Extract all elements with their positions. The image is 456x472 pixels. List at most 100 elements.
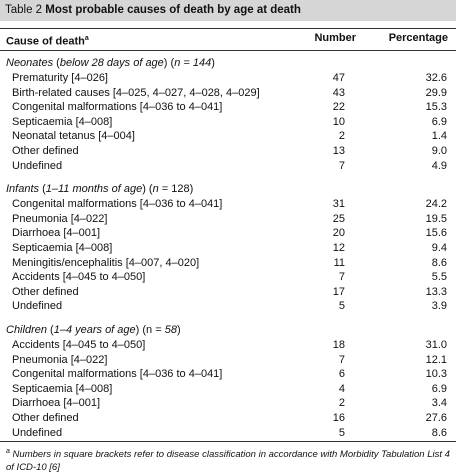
heading-part: (: [46, 324, 54, 336]
cause: Pneumonia [4–022]: [12, 353, 108, 366]
percentage: 5.5: [431, 271, 447, 284]
number: 16: [332, 412, 345, 424]
cause: Accidents [4–045 to 4–050]: [12, 271, 146, 284]
cause: Undefined: [12, 300, 63, 313]
header-percentage: Percentage: [388, 32, 448, 44]
heading-part: 1–4 years of age: [53, 324, 136, 336]
number: 25: [332, 212, 345, 225]
footnote-text: Numbers in square brackets refer to dise…: [6, 449, 450, 472]
heading-part: n = 144: [174, 57, 212, 69]
heading-part: below 28 days of age: [59, 57, 164, 69]
group-heading: Children (1–4 years of age) (n = 58): [6, 324, 181, 337]
cause: Congenital malformations [4–036 to 4–041…: [12, 101, 223, 114]
percentage: 8.6: [431, 426, 447, 439]
number: 2: [338, 130, 345, 143]
heading-part: (: [53, 57, 60, 69]
heading-part: ): [211, 57, 215, 69]
number: 5: [338, 300, 345, 313]
heading-part: Infants: [6, 183, 40, 196]
number: 11: [333, 256, 345, 269]
percentage: 27.6: [425, 412, 447, 424]
group-heading: Neonates (below 28 days of age) (n = 144…: [6, 57, 215, 70]
percentage: 9.4: [431, 242, 447, 254]
percentage: 12.1: [425, 353, 447, 366]
cause: Congenital malformations [4–036 to 4–041…: [12, 368, 223, 381]
heading-part: ) (n =: [135, 324, 165, 336]
percentage: 29.9: [425, 86, 447, 99]
percentage: 6.9: [431, 382, 447, 395]
number: 43: [332, 86, 345, 99]
percentage: 15.3: [425, 101, 447, 114]
percentage: 19.5: [425, 212, 447, 225]
cause: Birth-related causes [4–025, 4–027, 4–02…: [12, 86, 260, 99]
rule: [0, 28, 456, 29]
cause: Undefined: [12, 426, 63, 439]
percentage: 31.0: [425, 339, 447, 351]
percentage: 13.3: [425, 285, 447, 298]
heading-part: ) (: [163, 57, 175, 69]
note-mark: a: [84, 35, 89, 42]
percentage: 9.0: [431, 145, 447, 157]
number: 7: [338, 353, 345, 366]
heading-part: ) (: [142, 183, 153, 196]
number: 10: [332, 115, 345, 128]
number: 31: [332, 198, 345, 211]
cause: Other defined: [12, 412, 79, 424]
heading-part: 1–11 months of age: [45, 183, 143, 196]
cause: Septicaemia [4–008]: [12, 115, 113, 128]
rule: [0, 441, 456, 442]
percentage: 3.9: [431, 300, 447, 313]
percentage: 4.9: [431, 159, 447, 172]
number: 18: [332, 339, 345, 351]
percentage: 32.6: [425, 72, 447, 84]
percentage: 24.2: [425, 198, 447, 211]
rule: [0, 50, 456, 51]
number: 47: [332, 72, 345, 84]
cause: Accidents [4–045 to 4–050]: [12, 339, 146, 351]
number: 12: [332, 242, 345, 254]
number: 2: [338, 397, 345, 410]
group-heading: Infants (1–11 months of age) (n = 128): [6, 183, 193, 196]
percentage: 1.4: [431, 130, 447, 143]
percentage: 3.4: [431, 397, 447, 410]
cause: Congenital malformations [4–036 to 4–041…: [12, 198, 223, 211]
cause: Septicaemia [4–008]: [12, 382, 113, 395]
title: Most probable causes of death by age at …: [45, 4, 301, 16]
number: 7: [338, 159, 345, 172]
cause: Undefined: [12, 159, 63, 172]
heading-part: n: [152, 183, 159, 196]
heading-part: (: [39, 183, 46, 196]
cause: Diarrhoea [4–001]: [12, 227, 101, 240]
heading-part: = 128): [158, 183, 194, 196]
title-bar: [0, 0, 456, 21]
percentage: 15.6: [425, 227, 447, 240]
heading-part: Children: [6, 324, 47, 336]
number: 5: [338, 426, 345, 439]
number: 4: [338, 382, 345, 395]
table-label: Table 2: [5, 4, 43, 16]
number: 22: [332, 101, 345, 114]
cause: Septicaemia [4–008]: [12, 242, 113, 254]
header-number: Number: [314, 32, 356, 44]
heading-part: ): [176, 324, 181, 336]
percentage: 10.3: [425, 368, 447, 381]
number: 20: [332, 227, 345, 240]
column-header: Cause of deatha: [6, 32, 89, 49]
number: 17: [332, 285, 345, 298]
heading-part: 58: [164, 324, 177, 336]
percentage: 6.9: [431, 115, 447, 128]
cause: Pneumonia [4–022]: [12, 212, 108, 225]
number: 13: [332, 145, 345, 157]
percentage: 8.6: [431, 256, 447, 269]
header-cause: Cause of death: [6, 35, 85, 48]
cause: Prematurity [4–026]: [12, 72, 108, 84]
cause: Other defined: [12, 285, 79, 298]
cause: Meningitis/encephalitis [4–007, 4–020]: [12, 256, 200, 269]
number: 7: [338, 271, 345, 284]
footnote: a Numbers in square brackets refer to di…: [6, 445, 450, 472]
cause: Diarrhoea [4–001]: [12, 397, 101, 410]
cause: Neonatal tetanus [4–004]: [12, 130, 135, 143]
cause: Other defined: [12, 145, 79, 157]
footnote-mark: a: [6, 448, 10, 455]
